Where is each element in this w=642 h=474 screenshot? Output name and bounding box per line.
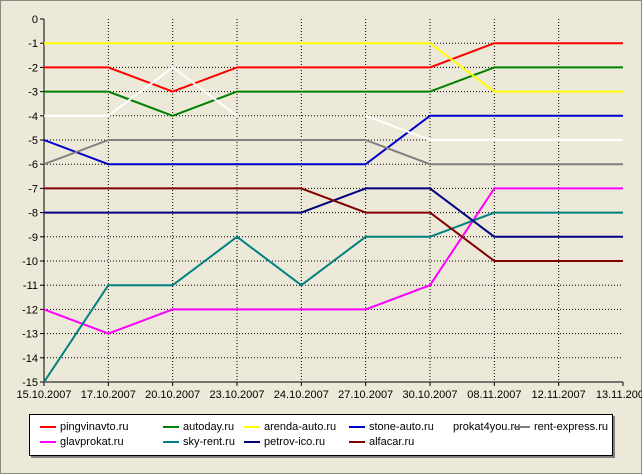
legend-swatch bbox=[349, 426, 365, 428]
series-lines bbox=[43, 42, 623, 383]
y-tick-label: -11 bbox=[23, 280, 38, 292]
y-tick-label: -3 bbox=[28, 87, 38, 99]
x-tick-label: 27.10.2007 bbox=[338, 389, 393, 401]
legend-label: arenda-auto.ru bbox=[264, 421, 337, 433]
x-tick-label: 13.11.2007 bbox=[596, 389, 642, 401]
legend-label: glavprokat.ru bbox=[60, 436, 124, 448]
pingvinavto-ru-line bbox=[44, 42, 623, 93]
legend-swatch bbox=[433, 426, 449, 428]
legend-label: alfacar.ru bbox=[369, 436, 415, 448]
alfacar-ru-line bbox=[44, 187, 623, 262]
x-tick-label: 23.10.2007 bbox=[209, 389, 264, 401]
y-tick-label: -6 bbox=[28, 159, 38, 171]
axes bbox=[40, 18, 624, 386]
x-tick-label: 12.11.2007 bbox=[532, 389, 586, 401]
y-tick-label: -13 bbox=[22, 329, 38, 341]
legend-label: sky-rent.ru bbox=[183, 436, 235, 448]
y-tick-label: -1 bbox=[28, 38, 38, 50]
y-tick-label: -14 bbox=[22, 353, 38, 365]
x-tick-label: 20.10.2007 bbox=[145, 389, 200, 401]
legend-swatch bbox=[40, 426, 56, 428]
y-tick-label: -12 bbox=[22, 304, 38, 316]
x-tick-labels: 15.10.2007 17.10.2007 20.10.2007 23.10.2007… bbox=[16, 389, 642, 401]
legend-label: rent-express.ru bbox=[534, 421, 608, 433]
x-tick-label: 30.10.2007 bbox=[402, 389, 457, 401]
legend-swatch bbox=[40, 441, 56, 443]
y-tick-label: -15 bbox=[22, 377, 38, 389]
y-tick-label: -8 bbox=[28, 208, 38, 220]
legend-label: stone-auto.ru bbox=[369, 421, 434, 433]
legend-label: prokat4you.ru bbox=[453, 421, 521, 433]
y-tick-label: -10 bbox=[22, 256, 38, 268]
y-tick-label: -9 bbox=[28, 232, 38, 244]
legend-swatch bbox=[514, 426, 530, 428]
x-tick-label: 24.10.2007 bbox=[274, 389, 329, 401]
y-tick-label: -7 bbox=[28, 183, 38, 195]
prokat4you-ru-line bbox=[44, 66, 238, 117]
x-tick-label: 17.10.2007 bbox=[81, 389, 136, 401]
legend: pingvinavto.ru autoday.ru arenda-auto.ru st… bbox=[29, 414, 613, 456]
legend-swatch bbox=[163, 441, 179, 443]
legend-swatch bbox=[244, 441, 260, 443]
legend-label: petrov-ico.ru bbox=[264, 436, 326, 448]
legend-swatch bbox=[349, 441, 365, 443]
legend-swatch bbox=[163, 426, 179, 428]
x-tick-label: 15.10.2007 bbox=[16, 389, 71, 401]
y-tick-label: -4 bbox=[28, 111, 38, 123]
arenda-auto-ru-line bbox=[44, 42, 623, 93]
legend-label: autoday.ru bbox=[183, 421, 235, 433]
y-tick-labels: 0 -1 -2 -3 -4 -5 -6 -7 -8 -9 -10 -11 -12 -13 -14 -15 bbox=[22, 14, 38, 389]
y-tick-label: -2 bbox=[28, 62, 38, 74]
sky-rent-ru-line bbox=[43, 211, 623, 383]
glavprokat-ru-line bbox=[43, 187, 623, 335]
legend-swatch bbox=[244, 426, 260, 428]
y-tick-label: -5 bbox=[28, 135, 38, 147]
rent-express-ru-line bbox=[43, 139, 623, 166]
stone-auto-ru-line bbox=[43, 114, 623, 166]
autoday-ru-line bbox=[44, 66, 623, 117]
legend-label: pingvinavto.ru bbox=[60, 421, 129, 433]
x-tick-label: 08.11.2007 bbox=[467, 389, 521, 401]
y-tick-label: 0 bbox=[32, 14, 38, 26]
prokat4you-ru-line bbox=[365, 114, 623, 141]
